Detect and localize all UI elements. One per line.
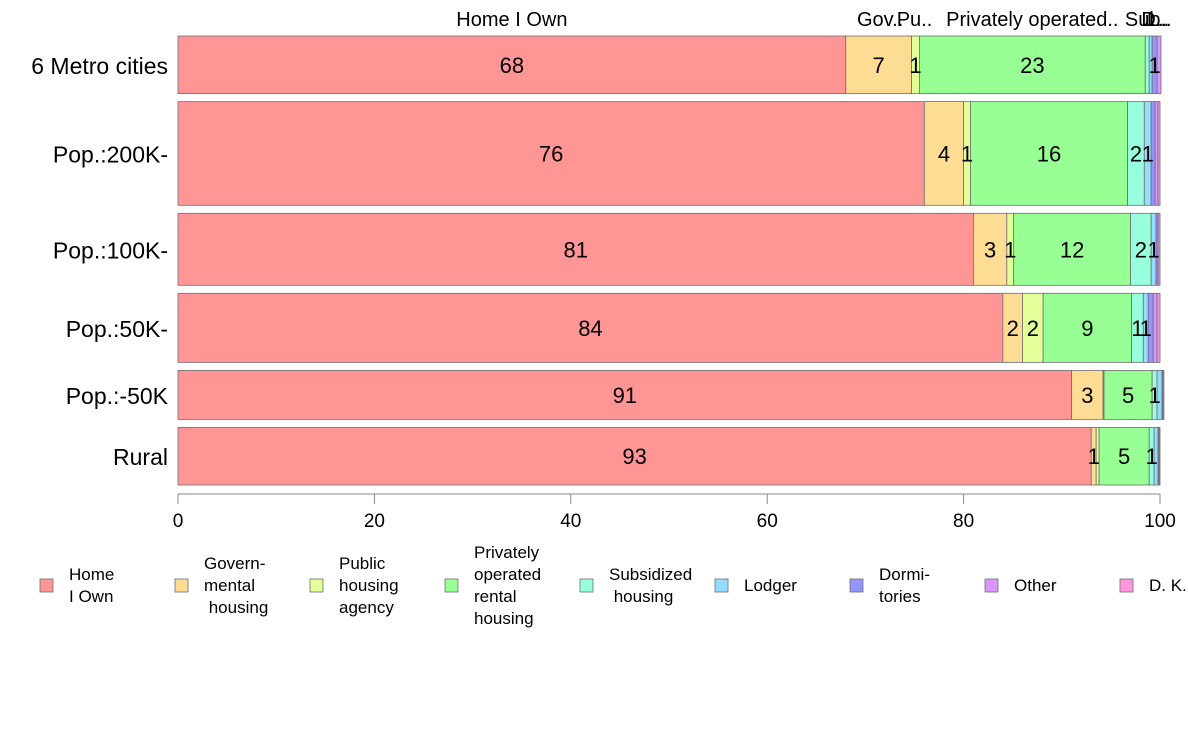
data-label: 3 <box>984 237 996 262</box>
legend-swatch-subsidized-housing <box>579 578 594 593</box>
legend-label-subsidized-housing: Subsidized housing <box>609 565 692 606</box>
data-label: 12 <box>1060 237 1084 262</box>
category-label-pop-50k: Pop.:-50K <box>66 383 169 409</box>
x-tick-label: 20 <box>364 511 385 532</box>
top-label: D.. <box>1141 9 1167 31</box>
legend-swatch-govern-mental-housing <box>174 578 189 593</box>
x-tick-label: 60 <box>757 511 778 532</box>
bar-pop-50k-d-k <box>1156 292 1161 363</box>
legend-label-dormi-tories: Dormi-tories <box>879 565 930 606</box>
category-label-pop-50k: Pop.:50K- <box>66 316 168 342</box>
data-label: 1 <box>1148 53 1160 78</box>
legend-swatch-dormi-tories <box>849 578 864 593</box>
top-label: Home I Own <box>456 9 567 31</box>
data-label: 81 <box>563 237 587 262</box>
legend-label-other: Other <box>1014 576 1057 595</box>
bar-6-metro-cities-home-i-own <box>177 35 847 95</box>
legend-swatch-lodger <box>714 578 729 593</box>
bar-pop-50k-privately-operated-rental-housing <box>1103 370 1153 420</box>
bar-pop-100k-home-i-own <box>177 212 974 286</box>
data-label: 1 <box>909 53 921 78</box>
data-label: 84 <box>578 316 602 341</box>
data-label: 3 <box>1081 383 1093 408</box>
data-label: 2 <box>1130 141 1142 166</box>
bar-pop-100k-govern-mental-housing <box>973 212 1008 286</box>
bar-6-metro-cities-privately-operated-rental-housing <box>919 35 1146 95</box>
bar-pop-200k-home-i-own <box>177 101 925 206</box>
data-label: 9 <box>1081 316 1093 341</box>
top-label: L.. <box>1147 9 1169 31</box>
legend-swatch-d-k <box>1119 578 1134 593</box>
data-label: 2 <box>1135 237 1147 262</box>
top-label: Sub.. <box>1125 9 1172 31</box>
data-label: 2 <box>1027 316 1039 341</box>
data-label: 68 <box>500 53 524 78</box>
bar-rural-other <box>1158 426 1161 486</box>
bar-pop-50k-govern-mental-housing <box>1071 370 1104 420</box>
bar-pop-100k-other <box>1157 212 1161 286</box>
x-axis: 0 20 40 60 80 100 <box>173 493 1176 532</box>
category-label-6-metro-cities: 6 Metro cities <box>31 53 168 79</box>
data-label: 1 <box>1148 383 1160 408</box>
legend: Home I Own Govern-mental housing Public hous… <box>39 543 1187 628</box>
data-label: 91 <box>613 383 637 408</box>
x-tick-label: 100 <box>1144 511 1176 532</box>
bar-pop-100k-privately-operated-rental-housing <box>1013 212 1131 286</box>
bar-pop-200k-d-k <box>1157 101 1161 206</box>
data-label: 5 <box>1122 383 1134 408</box>
data-label: 16 <box>1037 141 1061 166</box>
data-label: 1 <box>1140 316 1152 341</box>
bar-pop-200k-privately-operated-rental-housing <box>970 101 1128 206</box>
category-label-rural: Rural <box>113 444 168 470</box>
data-label: 2 <box>1007 316 1019 341</box>
category-labels: 6 Metro cities Pop.:200K- Pop.:100K- Pop.:5… <box>31 53 168 470</box>
x-tick-label: 40 <box>560 511 581 532</box>
legend-label-d-k: D. K. <box>1149 576 1187 595</box>
data-label: 1 <box>1142 141 1154 166</box>
legend-label-public-housing-agency: Public housing agency <box>339 554 399 617</box>
data-label: 1 <box>961 141 973 166</box>
data-label: 1 <box>1146 444 1158 469</box>
data-label: 23 <box>1020 53 1044 78</box>
legend-swatch-privately-operated-rental-housing <box>444 578 459 593</box>
top-label: Gov.. <box>857 9 903 31</box>
top-label: Pu.. <box>897 9 933 31</box>
category-label-pop-200k: Pop.:200K- <box>53 141 168 167</box>
bar-pop-50k-privately-operated-rental-housing <box>1042 292 1132 363</box>
bar-rural-home-i-own <box>177 426 1092 486</box>
data-label: 1 <box>1004 237 1016 262</box>
data-label: 4 <box>938 141 950 166</box>
data-label: 7 <box>873 53 885 78</box>
data-label: 5 <box>1118 444 1130 469</box>
bar-pop-200k-govern-mental-housing <box>923 101 965 206</box>
bar-pop-200k-other <box>1154 101 1159 206</box>
data-label: 76 <box>539 141 563 166</box>
top-labels: Home I Own Gov..Pu.. Privately operated.. S… <box>456 9 1171 31</box>
x-tick-label: 0 <box>173 511 184 532</box>
legend-label-govern-mental-housing: Govern-mental housing <box>204 554 268 617</box>
x-tick-label: 80 <box>953 511 974 532</box>
bar-6-metro-cities-govern-mental-housing <box>845 35 912 95</box>
bar-pop-50k-home-i-own <box>177 292 1004 363</box>
data-label: 1 <box>1088 444 1100 469</box>
legend-label-lodger: Lodger <box>744 576 797 595</box>
legend-swatch-public-housing-agency <box>309 578 324 593</box>
legend-label-privately-operated-rental-housing: Privately operated rental housing <box>474 543 541 628</box>
bar-6-metro-cities-other <box>1156 35 1162 95</box>
top-label: Privately operated.. <box>946 9 1118 31</box>
data-label: 1 <box>1147 237 1159 262</box>
legend-swatch-other <box>984 578 999 593</box>
data-label: 1 <box>1131 316 1143 341</box>
legend-label-home-i-own: Home I Own <box>69 565 114 606</box>
bar-rural-privately-operated-rental-housing <box>1098 426 1150 486</box>
category-label-pop-100k: Pop.:100K- <box>53 237 168 263</box>
legend-swatch-home-i-own <box>39 578 54 593</box>
bar-pop-50k-other <box>1162 370 1165 420</box>
bar-pop-50k-other <box>1152 292 1158 363</box>
data-label: 93 <box>622 444 646 469</box>
